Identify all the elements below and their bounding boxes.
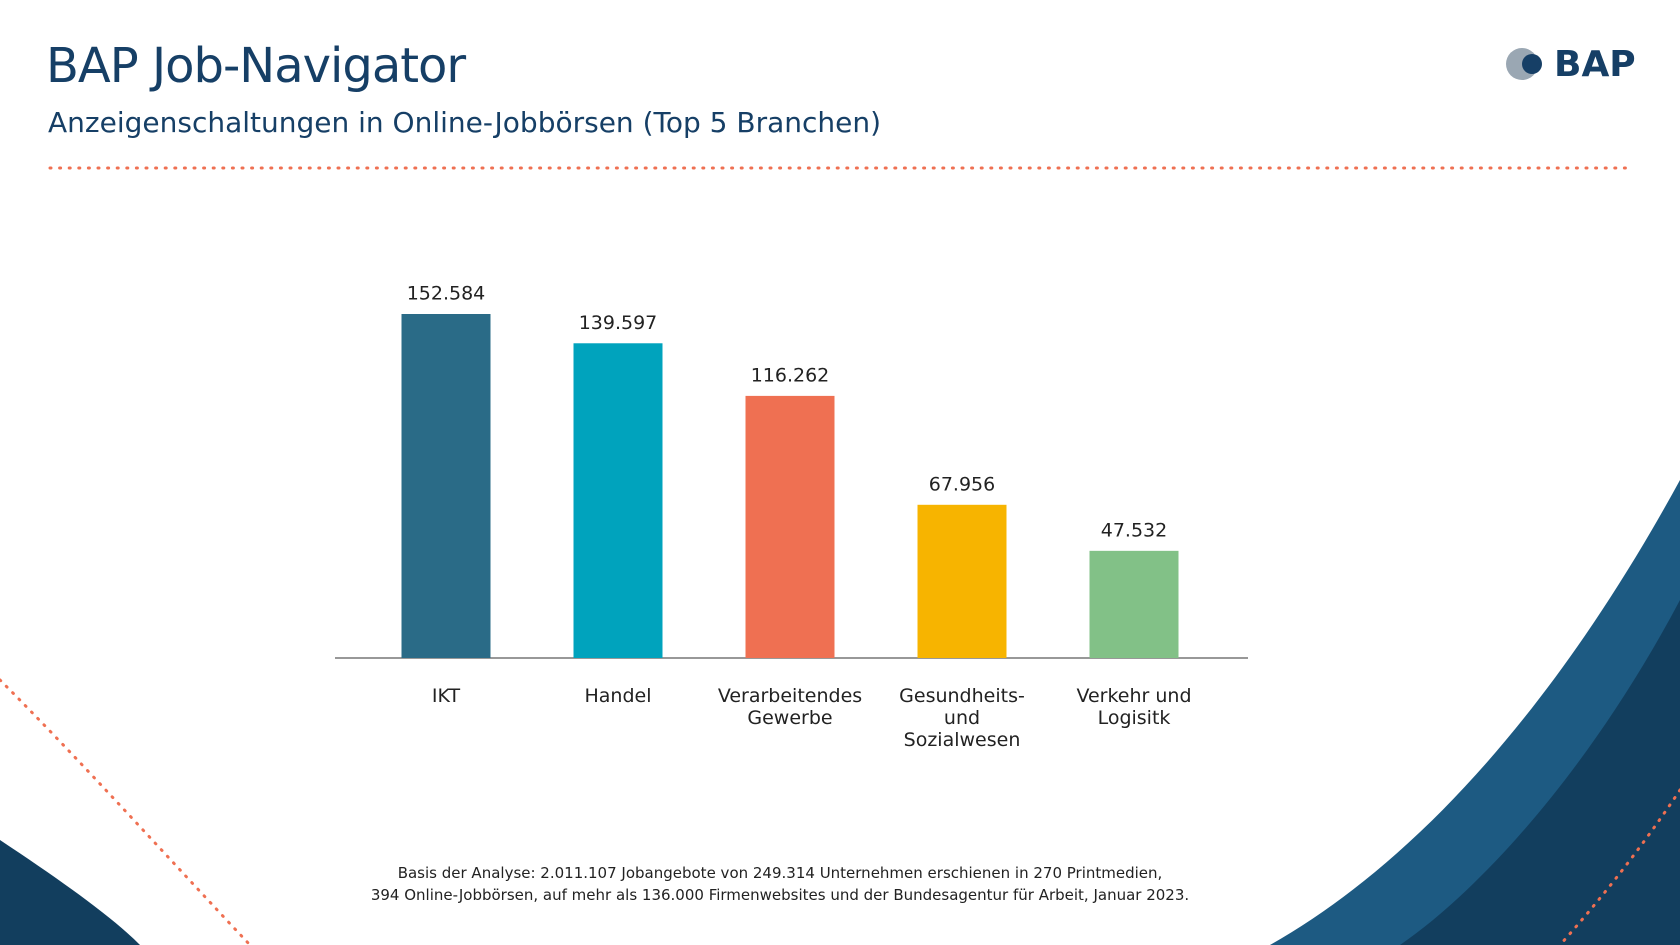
- x-tick-label: Verkehr und Logisitk: [1076, 685, 1192, 729]
- value-label: 47.532: [1101, 519, 1167, 541]
- bar: [401, 314, 491, 658]
- title: BAP Job-Navigator: [46, 38, 466, 94]
- x-tick-label: Verarbeitendes Gewerbe: [717, 685, 863, 729]
- x-tick-label: Gesundheits- und Sozialwesen: [899, 685, 1025, 751]
- subtitle: Anzeigenschaltungen in Online-Jobbörsen …: [48, 106, 882, 139]
- value-label: 67.956: [929, 473, 995, 495]
- bar: [745, 395, 835, 658]
- x-tick-label: IKT: [431, 685, 461, 707]
- value-label: 152.584: [407, 283, 486, 305]
- decor-dots: [1558, 788, 1680, 945]
- logo-mark: [1522, 54, 1542, 74]
- logo-text: BAP: [1554, 44, 1636, 85]
- value-label: 116.262: [751, 364, 830, 386]
- bar: [917, 504, 1007, 658]
- bar: [573, 343, 663, 658]
- decor-swoosh: [0, 840, 140, 945]
- footnote: Basis der Analyse: 2.011.107 Jobangebote…: [397, 864, 1163, 882]
- decor-swoosh: [1400, 600, 1680, 945]
- value-label: 139.597: [579, 312, 658, 334]
- footnote: 394 Online-Jobbörsen, auf mehr als 136.0…: [370, 886, 1190, 904]
- decor-dots: [0, 678, 252, 945]
- x-tick-label: Handel: [584, 685, 652, 707]
- bar: [1089, 550, 1179, 658]
